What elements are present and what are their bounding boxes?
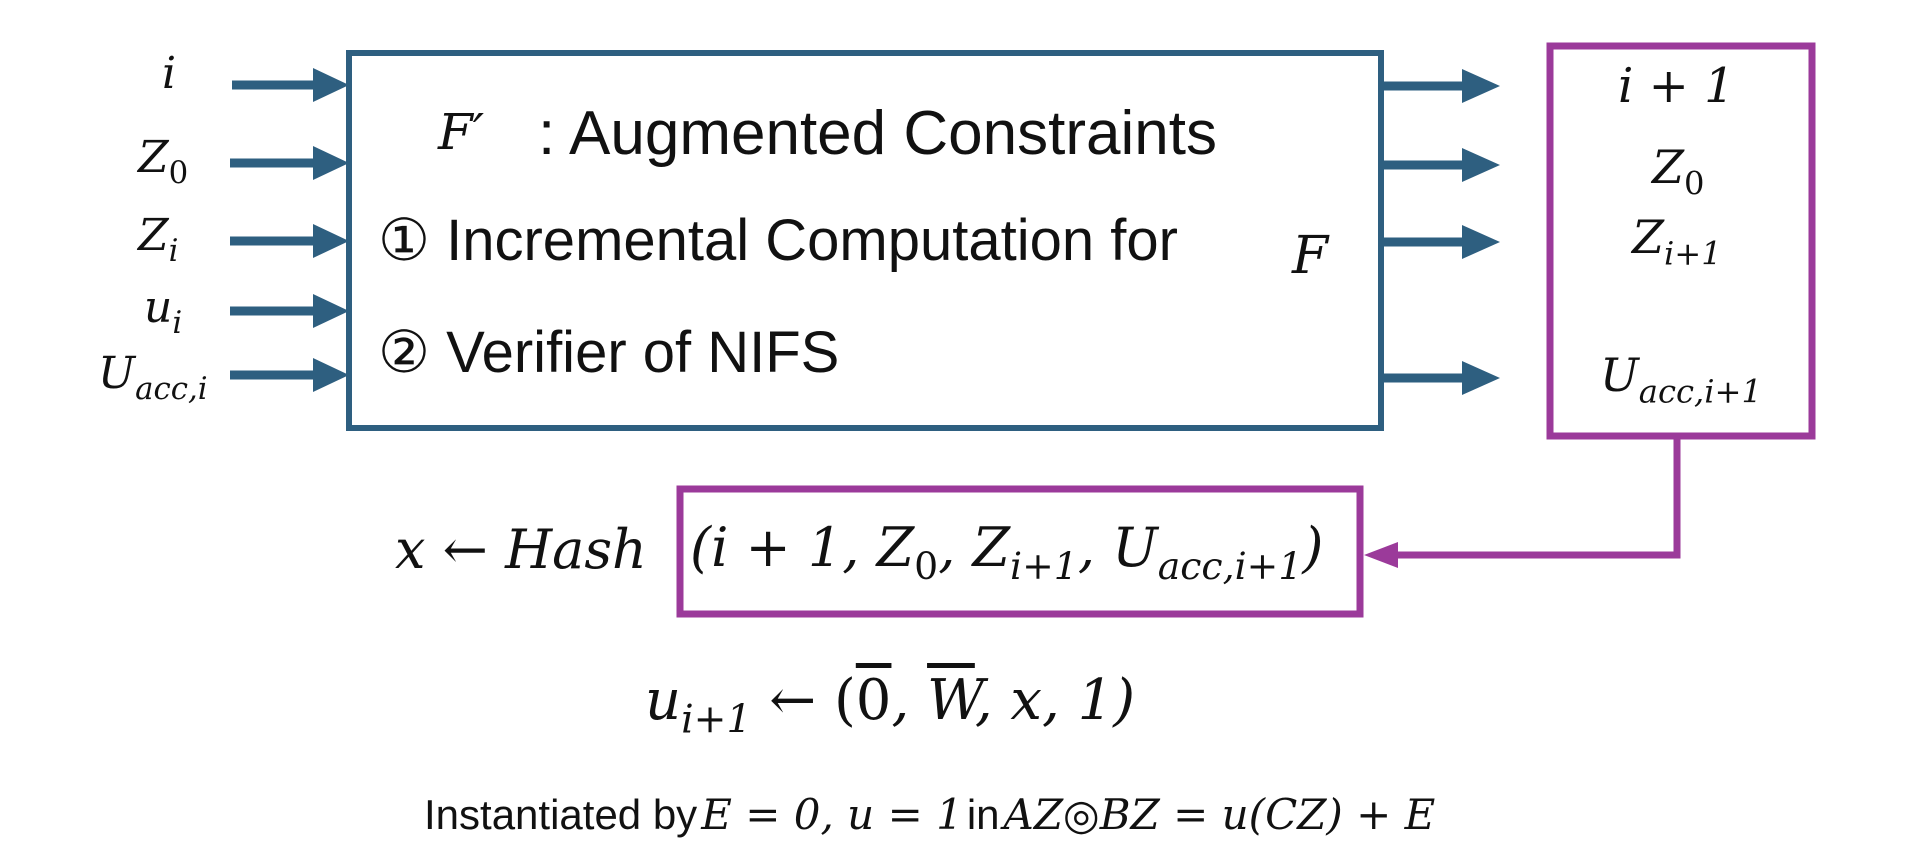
step2-marker: ② xyxy=(378,320,430,385)
output-arrowhead-i1 xyxy=(1462,69,1500,103)
function-title: : Augmented Constraints xyxy=(538,99,1217,168)
output-arrows xyxy=(1384,69,1500,395)
hash-x: x xyxy=(395,518,426,581)
input-arrowhead-ui xyxy=(313,294,349,328)
step1-symbol: F xyxy=(1292,226,1329,286)
footer-equation: AZ◎BZ = u(CZ) + E xyxy=(1003,790,1436,839)
input-label-uacc: Uacc,i xyxy=(98,348,208,407)
input-arrowhead-uacc xyxy=(313,358,349,392)
step1-text: Incremental Computation for xyxy=(446,208,1178,273)
function-box xyxy=(346,50,1384,431)
hash-args-box xyxy=(676,485,1364,618)
u-next-line: ui+1 ← (0, W, x, 1) xyxy=(645,668,1136,743)
hash-lhs: x ← Hash xyxy=(395,518,647,581)
function-symbol: F′ xyxy=(438,103,485,161)
output-box xyxy=(1546,42,1816,440)
zero-bar: 0 xyxy=(855,668,892,733)
output-label-zi1: Zi+1 xyxy=(1632,210,1722,273)
step1-marker: ① xyxy=(378,208,430,273)
input-label-zi: Zi xyxy=(138,210,179,269)
hash-func: Hash xyxy=(505,518,647,581)
w-bar: W xyxy=(927,668,975,733)
step2: ② Verifier of NIFS xyxy=(378,318,839,386)
footer-cond: E = 0, u = 1 xyxy=(701,790,963,839)
input-arrowhead-i xyxy=(313,68,349,102)
input-arrowhead-zi xyxy=(313,224,349,258)
input-arrows xyxy=(230,68,349,392)
output-arrowhead-zi1 xyxy=(1462,225,1500,259)
input-label-z0: Z0 xyxy=(138,132,189,191)
output-arrowhead-z0 xyxy=(1462,148,1500,182)
input-arrowhead-z0 xyxy=(313,146,349,180)
footer-in: in xyxy=(966,791,1000,838)
input-label-i: i xyxy=(162,48,177,99)
connector-arrowhead xyxy=(1364,542,1398,568)
output-label-z0: Z0 xyxy=(1652,140,1705,203)
step2-text: Verifier of NIFS xyxy=(446,320,840,385)
footer: Instantiated by E = 0, u = 1 in AZ◎BZ = … xyxy=(424,790,1435,839)
output-label-uacc: Uacc,i+1 xyxy=(1600,348,1762,411)
output-label-i1: i + 1 xyxy=(1618,58,1735,114)
hash-args: (i + 1, Z0, Zi+1, Uacc,i+1) xyxy=(690,516,1324,589)
hash-arrow: ← xyxy=(442,518,488,581)
output-arrowhead-uacc xyxy=(1462,361,1500,395)
step1: ① Incremental Computation for xyxy=(378,206,1178,274)
footer-prefix: Instantiated by xyxy=(424,791,698,838)
connector-line xyxy=(1394,436,1681,559)
input-label-ui: ui xyxy=(144,282,183,341)
